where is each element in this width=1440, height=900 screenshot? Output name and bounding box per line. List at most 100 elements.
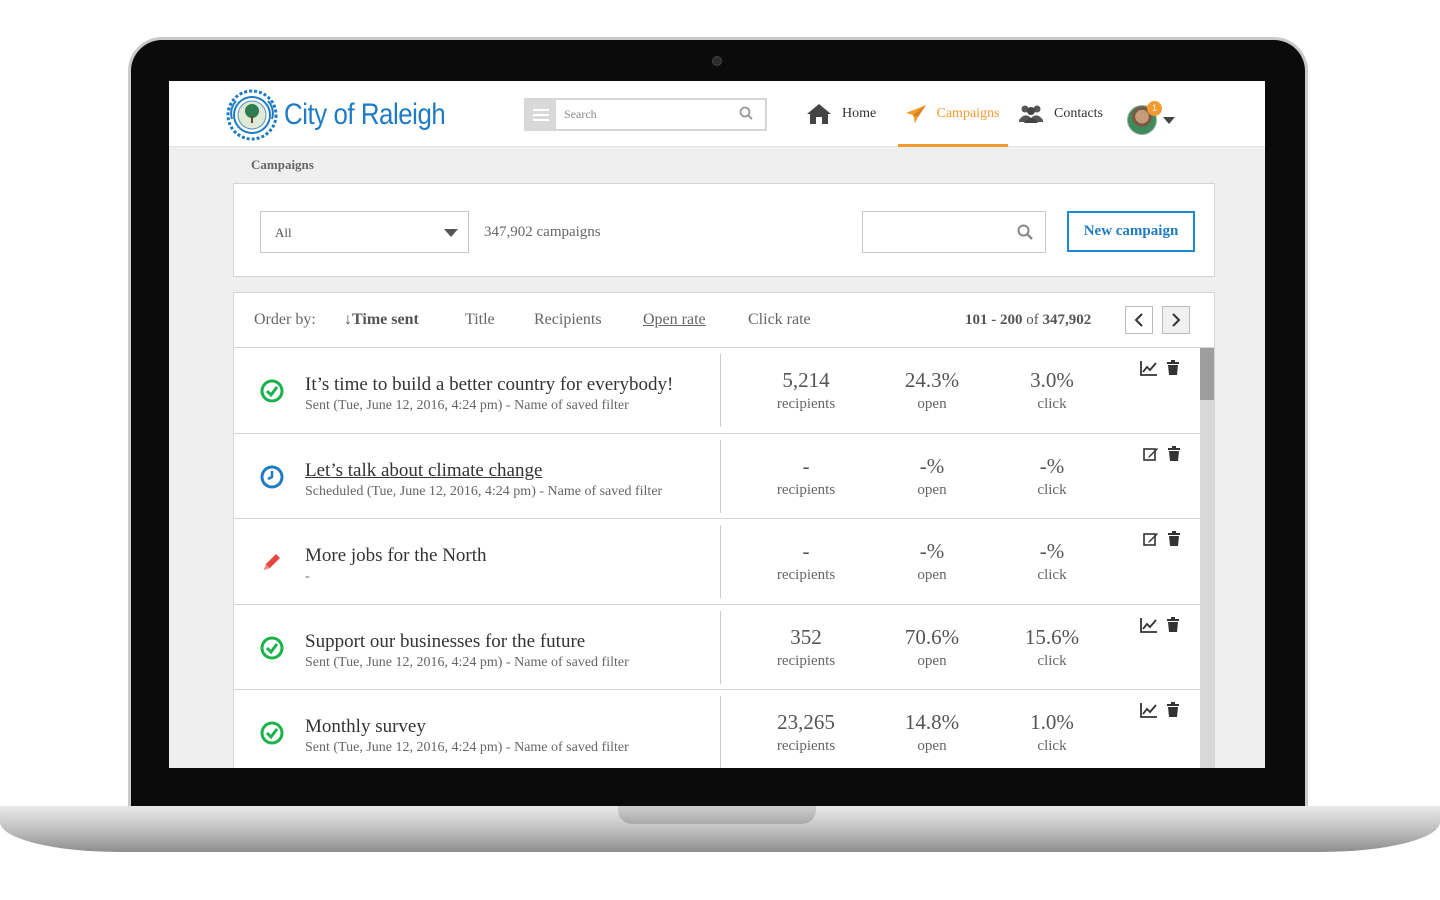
campaign-subtitle: - xyxy=(305,569,310,584)
laptop-notch xyxy=(618,806,816,824)
campaign-row[interactable]: Monthly survey Sent (Tue, June 12, 2016,… xyxy=(234,690,1200,768)
order-label: Order by: xyxy=(254,311,316,328)
chart-icon[interactable] xyxy=(1140,360,1158,376)
city-seal-icon xyxy=(226,89,278,141)
select-value: All xyxy=(275,225,292,240)
open-stat: -% open xyxy=(877,539,987,587)
open-stat: 14.8% open xyxy=(877,710,987,758)
breadcrumb: Campaigns xyxy=(251,157,314,172)
recipients-value: 5,214 xyxy=(782,368,830,392)
hamburger-menu-icon[interactable] xyxy=(526,100,556,129)
nav-home-label: Home xyxy=(842,106,877,121)
click-stat: 3.0% click xyxy=(997,368,1107,416)
campaign-title[interactable]: It’s time to build a better country for … xyxy=(305,374,674,395)
chart-icon[interactable] xyxy=(1140,617,1158,633)
open-label: open xyxy=(917,652,947,669)
click-value: 1.0% xyxy=(1030,710,1074,734)
click-stat: 15.6% click xyxy=(997,625,1107,673)
campaign-row[interactable]: It’s time to build a better country for … xyxy=(234,348,1200,434)
sent-check-icon xyxy=(260,721,284,745)
recipients-label: recipients xyxy=(776,396,836,412)
sent-check-icon xyxy=(260,379,284,403)
click-stat: -% click xyxy=(997,539,1107,587)
campaign-title[interactable]: Let’s talk about climate change xyxy=(305,459,543,481)
recipients-label: recipients xyxy=(776,652,836,669)
recipients-stat: - recipients xyxy=(751,539,861,587)
pagination-range: 101 - 200 of 347,902 xyxy=(965,312,1091,329)
scrollbar-thumb[interactable] xyxy=(1200,348,1214,400)
recipients-stat: 23,265 recipients xyxy=(751,710,861,758)
campaign-count: 347,902 campaigns xyxy=(484,224,601,240)
recipients-stat: - recipients xyxy=(751,454,861,502)
open-label: open xyxy=(917,567,947,583)
next-page-button[interactable] xyxy=(1162,306,1190,334)
trash-icon[interactable] xyxy=(1166,616,1180,633)
new-campaign-button[interactable]: New campaign xyxy=(1067,211,1195,252)
global-search xyxy=(524,98,767,131)
trash-icon[interactable] xyxy=(1167,531,1181,547)
search-icon[interactable] xyxy=(739,106,753,120)
open-value: 14.8% xyxy=(904,710,960,734)
nav-home[interactable]: Home xyxy=(806,81,876,147)
nav-campaigns[interactable]: Campaigns xyxy=(898,81,1008,147)
trash-icon[interactable] xyxy=(1167,445,1181,462)
brand-logo[interactable]: City of Raleigh xyxy=(226,89,472,141)
trash-icon[interactable] xyxy=(1166,360,1180,376)
order-open-rate[interactable]: Open rate xyxy=(643,311,706,328)
campaign-filter-select[interactable]: All xyxy=(260,211,469,253)
click-stat: -% click xyxy=(997,454,1107,502)
open-stat: -% open xyxy=(877,454,987,502)
recipients-label: recipients xyxy=(776,481,836,498)
open-value: 24.3% xyxy=(904,368,960,392)
nav-contacts-label: Contacts xyxy=(1054,106,1103,121)
chevron-left-icon xyxy=(1134,313,1143,327)
recipients-label: recipients xyxy=(776,567,836,583)
order-title[interactable]: Title xyxy=(465,311,495,328)
range-span: 101 - 200 xyxy=(965,312,1023,328)
row-actions xyxy=(1140,360,1180,376)
open-stat: 24.3% open xyxy=(877,368,987,416)
recipients-value: 352 xyxy=(790,624,822,649)
campaign-title[interactable]: Monthly survey xyxy=(305,716,426,737)
order-time-sent[interactable]: ↓Time sent xyxy=(344,311,419,328)
campaign-title[interactable]: Support our businesses for the future xyxy=(305,630,586,652)
click-value: -% xyxy=(1039,453,1065,478)
click-label: click xyxy=(1037,738,1067,754)
filter-panel: All 347,902 campaigns New campaign xyxy=(233,183,1215,277)
click-stat: 1.0% click xyxy=(997,710,1107,758)
notification-badge: 1 xyxy=(1147,101,1162,116)
row-actions xyxy=(1143,531,1181,547)
recipients-stat: 352 recipients xyxy=(751,625,861,673)
click-label: click xyxy=(1037,396,1067,412)
order-recipients[interactable]: Recipients xyxy=(534,311,602,328)
campaign-search-input[interactable] xyxy=(871,220,1011,244)
row-actions xyxy=(1140,616,1180,633)
divider xyxy=(720,610,721,684)
edit-icon[interactable] xyxy=(1143,531,1159,547)
dropdown-arrow-icon xyxy=(444,229,458,237)
campaign-title[interactable]: More jobs for the North xyxy=(305,545,487,566)
home-icon xyxy=(807,104,831,124)
trash-icon[interactable] xyxy=(1166,702,1180,718)
search-icon[interactable] xyxy=(1017,224,1033,240)
divider xyxy=(720,696,721,768)
user-menu[interactable]: 1 xyxy=(1127,101,1175,135)
order-click-rate[interactable]: Click rate xyxy=(748,311,811,328)
campaign-subtitle: Sent (Tue, June 12, 2016, 4:24 pm) - Nam… xyxy=(305,740,629,755)
scheduled-clock-icon xyxy=(260,465,284,488)
open-label: open xyxy=(917,396,947,412)
edit-icon[interactable] xyxy=(1143,446,1159,462)
chevron-down-icon[interactable] xyxy=(1163,117,1175,124)
open-label: open xyxy=(917,738,947,754)
global-search-input[interactable] xyxy=(564,104,724,125)
campaign-row[interactable]: Let’s talk about climate change Schedule… xyxy=(234,434,1200,519)
nav-contacts[interactable]: Contacts xyxy=(1018,81,1103,147)
prev-page-button[interactable] xyxy=(1125,306,1153,334)
campaign-row[interactable]: More jobs for the North - - recipients -%… xyxy=(234,519,1200,605)
row-actions xyxy=(1143,445,1181,462)
chart-icon[interactable] xyxy=(1140,702,1158,718)
scrollbar-track[interactable] xyxy=(1200,348,1214,768)
campaign-search xyxy=(862,211,1046,253)
campaign-rows: It’s time to build a better country for … xyxy=(234,348,1200,768)
campaign-row[interactable]: Support our businesses for the future Se… xyxy=(234,605,1200,690)
